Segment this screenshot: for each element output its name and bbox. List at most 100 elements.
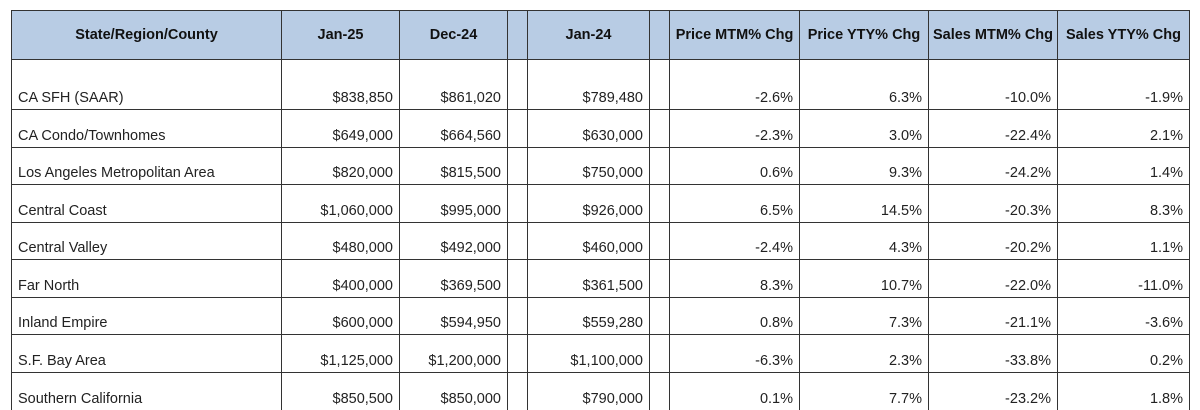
cell-jan24: $460,000 (527, 221, 650, 260)
cell-spacer (507, 221, 528, 260)
cell-region: Far North (11, 259, 282, 298)
cell-spacer (649, 259, 670, 298)
cell-price-mtm: 8.3% (669, 259, 800, 298)
cell-dec24: $1,200,000 (399, 334, 508, 373)
cell-spacer (507, 109, 528, 148)
cell-price-mtm: 6.5% (669, 184, 800, 223)
cell-sales-mtm: -21.1% (928, 296, 1058, 335)
cell-sales-yty: 1.1% (1057, 221, 1190, 260)
cell-price-yty: 6.3% (799, 59, 929, 110)
cell-spacer (649, 59, 670, 110)
housing-price-table: State/Region/County Jan-25 Dec-24 Jan-24… (11, 10, 1190, 410)
cell-sales-yty: 0.2% (1057, 334, 1190, 373)
cell-jan25: $850,500 (281, 371, 400, 410)
cell-price-yty: 4.3% (799, 221, 929, 260)
cell-dec24: $664,560 (399, 109, 508, 148)
cell-spacer (649, 221, 670, 260)
cell-region: Inland Empire (11, 296, 282, 335)
cell-price-mtm: -2.3% (669, 109, 800, 148)
cell-sales-mtm: -20.3% (928, 184, 1058, 223)
cell-sales-mtm: -24.2% (928, 146, 1058, 185)
cell-spacer (649, 184, 670, 223)
header-region: State/Region/County (11, 10, 282, 60)
table-row: Los Angeles Metropolitan Area $820,000 $81… (11, 146, 1190, 185)
table-row: Southern California $850,500 $850,000 $790,… (11, 371, 1190, 410)
cell-sales-mtm: -23.2% (928, 371, 1058, 410)
header-jan24: Jan-24 (527, 10, 650, 60)
cell-dec24: $861,020 (399, 59, 508, 110)
cell-sales-mtm: -33.8% (928, 334, 1058, 373)
cell-jan25: $480,000 (281, 221, 400, 260)
table-row: CA Condo/Townhomes $649,000 $664,560 $630,0… (11, 109, 1190, 148)
cell-sales-mtm: -22.4% (928, 109, 1058, 148)
cell-dec24: $995,000 (399, 184, 508, 223)
table-row: S.F. Bay Area $1,125,000 $1,200,000 $1,100,… (11, 334, 1190, 373)
cell-sales-yty: -3.6% (1057, 296, 1190, 335)
cell-spacer (649, 334, 670, 373)
cell-sales-mtm: -10.0% (928, 59, 1058, 110)
cell-sales-yty: 1.8% (1057, 371, 1190, 410)
cell-dec24: $815,500 (399, 146, 508, 185)
cell-price-yty: 9.3% (799, 146, 929, 185)
header-price-mtm: Price MTM% Chg (669, 10, 800, 60)
cell-price-mtm: 0.8% (669, 296, 800, 335)
cell-sales-yty: -1.9% (1057, 59, 1190, 110)
cell-price-mtm: 0.6% (669, 146, 800, 185)
cell-spacer (649, 371, 670, 410)
cell-region: Los Angeles Metropolitan Area (11, 146, 282, 185)
cell-jan24: $1,100,000 (527, 334, 650, 373)
cell-region: CA Condo/Townhomes (11, 109, 282, 148)
table-row: Inland Empire $600,000 $594,950 $559,280 0.8… (11, 296, 1190, 335)
table-row: Central Coast $1,060,000 $995,000 $926,000 6… (11, 184, 1190, 223)
cell-price-mtm: -6.3% (669, 334, 800, 373)
cell-region: Central Coast (11, 184, 282, 223)
cell-dec24: $369,500 (399, 259, 508, 298)
cell-price-yty: 7.7% (799, 371, 929, 410)
cell-jan25: $1,060,000 (281, 184, 400, 223)
cell-region: Central Valley (11, 221, 282, 260)
cell-spacer (649, 296, 670, 335)
cell-spacer (507, 296, 528, 335)
cell-spacer (507, 146, 528, 185)
header-sales-yty: Sales YTY% Chg (1057, 10, 1190, 60)
header-dec24: Dec-24 (399, 10, 508, 60)
cell-dec24: $594,950 (399, 296, 508, 335)
cell-jan25: $1,125,000 (281, 334, 400, 373)
header-price-yty: Price YTY% Chg (799, 10, 929, 60)
header-spacer (507, 10, 528, 60)
cell-price-yty: 14.5% (799, 184, 929, 223)
cell-sales-yty: 2.1% (1057, 109, 1190, 148)
cell-price-mtm: -2.4% (669, 221, 800, 260)
cell-jan25: $649,000 (281, 109, 400, 148)
cell-dec24: $492,000 (399, 221, 508, 260)
cell-jan24: $789,480 (527, 59, 650, 110)
header-row: State/Region/County Jan-25 Dec-24 Jan-24… (11, 10, 1190, 60)
cell-jan24: $926,000 (527, 184, 650, 223)
cell-price-yty: 10.7% (799, 259, 929, 298)
cell-spacer (507, 259, 528, 298)
table-row: CA SFH (SAAR) $838,850 $861,020 $789,480 -2.… (11, 59, 1190, 110)
cell-spacer (507, 184, 528, 223)
table-row: Far North $400,000 $369,500 $361,500 8.3% 10.… (11, 259, 1190, 298)
cell-jan24: $630,000 (527, 109, 650, 148)
cell-spacer (649, 146, 670, 185)
cell-region: S.F. Bay Area (11, 334, 282, 373)
cell-price-mtm: -2.6% (669, 59, 800, 110)
cell-spacer (507, 371, 528, 410)
cell-sales-yty: -11.0% (1057, 259, 1190, 298)
cell-sales-mtm: -22.0% (928, 259, 1058, 298)
cell-spacer (507, 59, 528, 110)
cell-sales-mtm: -20.2% (928, 221, 1058, 260)
cell-spacer (649, 109, 670, 148)
cell-jan24: $559,280 (527, 296, 650, 335)
cell-jan25: $820,000 (281, 146, 400, 185)
cell-price-yty: 7.3% (799, 296, 929, 335)
cell-region: Southern California (11, 371, 282, 410)
table-row: Central Valley $480,000 $492,000 $460,000 -2… (11, 221, 1190, 260)
cell-region: CA SFH (SAAR) (11, 59, 282, 110)
cell-dec24: $850,000 (399, 371, 508, 410)
cell-jan25: $400,000 (281, 259, 400, 298)
header-sales-mtm: Sales MTM% Chg (928, 10, 1058, 60)
header-jan25: Jan-25 (281, 10, 400, 60)
cell-jan24: $750,000 (527, 146, 650, 185)
